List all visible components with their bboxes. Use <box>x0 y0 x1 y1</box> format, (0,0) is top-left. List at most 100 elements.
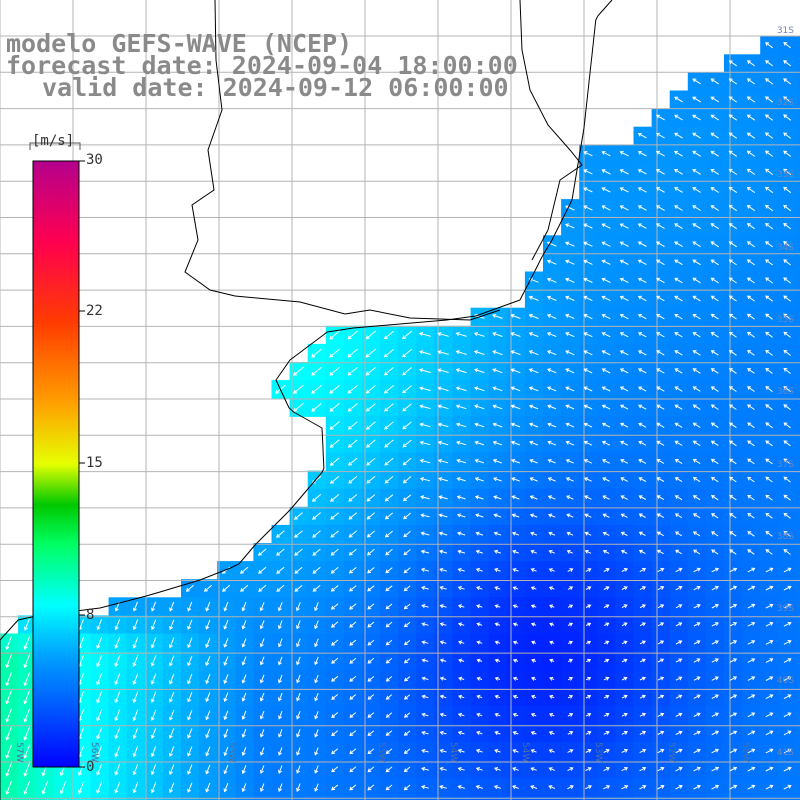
wind-arrow <box>765 658 774 663</box>
wind-arrow <box>294 566 303 574</box>
wind-arrow <box>293 402 304 412</box>
wind-arrow <box>728 368 737 374</box>
wind-arrow <box>223 674 229 684</box>
wind-arrow <box>150 619 157 631</box>
wind-arrow <box>257 548 267 556</box>
wind-arrow <box>601 386 611 392</box>
wind-arrow <box>114 691 121 704</box>
wind-arrow <box>583 440 593 446</box>
speed-cell <box>796 506 800 526</box>
wind-arrow <box>439 748 447 754</box>
speed-cell <box>796 597 800 616</box>
wind-arrow <box>330 603 339 610</box>
wind-arrow <box>474 386 485 392</box>
wind-arrow <box>132 601 138 612</box>
wind-arrow <box>675 640 683 645</box>
wind-arrow <box>23 690 31 705</box>
wind-arrow <box>476 694 483 699</box>
longitude-label: 57W <box>14 742 24 763</box>
wind-arrow <box>637 223 647 229</box>
wind-arrow <box>132 763 139 776</box>
wind-arrow <box>530 586 537 591</box>
wind-arrow <box>711 658 719 663</box>
wind-arrow <box>456 495 466 500</box>
wind-arrow <box>403 530 411 538</box>
wind-arrow <box>492 350 503 356</box>
wind-arrow <box>365 330 377 340</box>
forecast-date: forecast date: 2024-09-04 18:00:00 <box>6 51 518 80</box>
wind-arrow <box>419 477 431 482</box>
wind-arrow <box>421 766 429 772</box>
wind-arrow <box>365 348 377 358</box>
wind-arrow <box>492 404 503 410</box>
wind-arrow <box>729 531 737 537</box>
wind-arrow <box>601 350 611 356</box>
wind-arrow <box>512 712 519 717</box>
wind-arrow <box>168 746 175 757</box>
wind-arrow <box>475 531 484 536</box>
wind-arrow <box>548 731 555 735</box>
wind-arrow <box>384 439 394 448</box>
wind-arrow <box>438 495 448 500</box>
wind-arrow <box>455 368 467 374</box>
wind-arrow <box>329 366 340 376</box>
wind-arrow <box>529 477 538 482</box>
wind-arrow <box>674 513 683 519</box>
wind-arrow <box>223 619 229 630</box>
wind-arrow <box>620 549 628 554</box>
wind-arrow <box>747 712 756 718</box>
wind-arrow <box>565 313 575 320</box>
wind-arrow <box>402 330 413 340</box>
wind-arrow <box>637 187 647 193</box>
wind-arrow <box>114 727 121 740</box>
wind-arrow <box>187 619 193 630</box>
wind-arrow <box>674 259 683 266</box>
wind-arrow <box>277 638 283 648</box>
wind-arrow <box>657 567 665 573</box>
wind-arrow <box>549 604 555 609</box>
wind-arrow <box>348 475 358 484</box>
wind-arrow <box>278 747 283 756</box>
wind-arrow <box>638 477 647 482</box>
wind-arrow <box>746 205 756 212</box>
wind-arrow <box>765 259 773 266</box>
wind-arrow <box>546 350 557 356</box>
wind-arrow <box>567 731 574 735</box>
wind-arrow <box>492 440 503 446</box>
wind-arrow <box>23 762 31 777</box>
wind-arrow <box>223 656 229 666</box>
wind-arrow <box>621 568 628 572</box>
wind-arrow <box>203 584 213 592</box>
wind-arrow <box>546 332 557 338</box>
wind-arrow <box>747 730 756 736</box>
wind-arrow <box>674 422 683 428</box>
wind-arrow <box>530 713 537 717</box>
wind-arrow <box>439 785 447 790</box>
colorbar-unit-label: [m/s] <box>32 133 75 149</box>
wind-arrow <box>187 746 193 757</box>
wind-arrow <box>584 531 592 536</box>
wind-arrow <box>692 350 701 356</box>
wind-arrow <box>603 568 610 572</box>
wind-arrow <box>637 314 647 320</box>
wind-arrow <box>385 585 393 592</box>
wind-arrow <box>567 604 574 609</box>
wind-arrow <box>329 330 341 340</box>
wind-arrow <box>456 458 467 464</box>
latitude-label: 37S <box>776 460 794 470</box>
wind-arrow <box>385 603 393 610</box>
wind-arrow <box>621 658 628 663</box>
wind-arrow <box>639 748 647 754</box>
wind-arrow <box>764 150 774 157</box>
wind-arrow <box>239 566 249 574</box>
wind-arrow <box>620 477 629 482</box>
wind-arrow <box>347 439 358 448</box>
wind-arrow <box>638 531 646 537</box>
wind-arrow <box>747 640 756 645</box>
wind-arrow <box>693 784 701 790</box>
wind-arrow <box>548 513 556 518</box>
wind-arrow <box>728 78 737 85</box>
wind-arrow <box>349 603 357 610</box>
wind-arrow <box>765 784 774 790</box>
wind-arrow <box>329 457 340 466</box>
